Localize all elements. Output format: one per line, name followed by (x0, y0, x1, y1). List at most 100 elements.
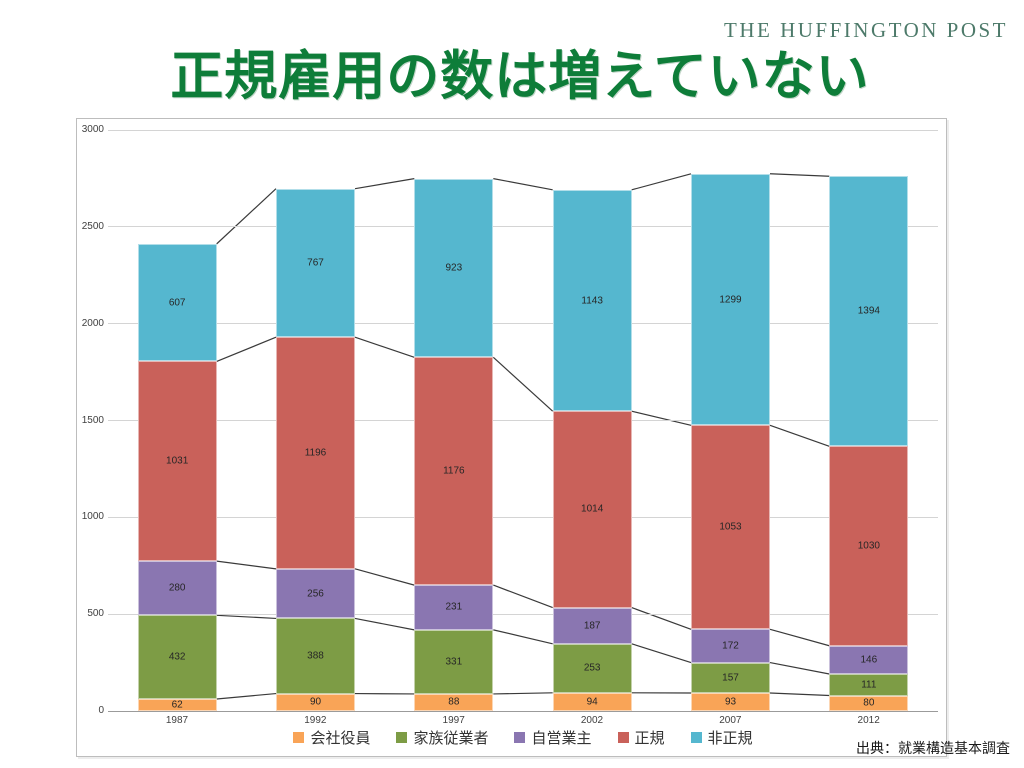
stacked-bar-2002: 94 253 187 1014 1143 (552, 130, 632, 711)
bar-segment-自営業主 (414, 585, 494, 630)
connector-line-家族従業者 (493, 629, 553, 645)
legend-label: 家族従業者 (413, 730, 489, 747)
segment-value-label: 1176 (443, 465, 465, 477)
y-tick-label: 1000 (81, 511, 104, 523)
bar-segment-会社役員 (414, 693, 494, 711)
y-tick-label: 2500 (81, 220, 104, 232)
segment-value-label: 90 (309, 696, 322, 708)
bar-segment-非正規 (137, 243, 217, 362)
bar-segment-自営業主 (691, 629, 770, 663)
gridline-2000 (108, 323, 938, 325)
bar-segment-正規 (276, 337, 355, 569)
y-tick-label: 0 (98, 705, 104, 716)
segment-value-label: 256 (307, 588, 324, 600)
legend-swatch-icon (690, 732, 702, 743)
stacked-bar-1987: 62 432 280 1031 607 (137, 130, 217, 711)
segment-value-label: 1014 (581, 503, 604, 515)
connector-line-非正規 (216, 188, 277, 245)
gridline-2500 (108, 226, 938, 228)
legend-label: 自営業主 (531, 730, 592, 747)
segment-value-label: 231 (445, 601, 463, 613)
x-tick-label-1992: 1992 (304, 715, 327, 726)
legend-swatch-icon (617, 732, 629, 743)
segment-value-label: 1394 (857, 305, 880, 317)
bar-segment-自営業主 (276, 568, 355, 619)
segment-value-label: 1299 (719, 294, 742, 306)
connector-line-家族従業者 (631, 643, 692, 664)
bar-segment-正規 (552, 411, 632, 608)
connector-line-非正規 (493, 178, 553, 191)
segment-value-label: 94 (586, 696, 598, 708)
segment-value-label: 1196 (304, 447, 327, 459)
x-tick-label-2007: 2007 (719, 715, 742, 726)
connector-line-会社役員 (493, 692, 553, 695)
bar-segment-自営業主 (552, 607, 632, 644)
segment-value-label: 1031 (166, 455, 189, 467)
bar-segment-非正規 (552, 189, 632, 412)
segment-value-label: 1030 (857, 540, 880, 552)
connector-line-非正規 (354, 178, 415, 190)
y-tick-label: 3000 (81, 124, 104, 135)
connector-line-家族従業者 (354, 617, 415, 631)
connector-line-自営業主 (493, 584, 553, 609)
slide-title: 正規雇用の数は増えていない (170, 47, 870, 106)
bar-segment-会社役員 (276, 693, 355, 711)
bar-segment-正規 (414, 357, 494, 586)
segment-value-label: 88 (448, 696, 460, 708)
legend-swatch-icon (514, 732, 526, 743)
bar-segment-非正規 (276, 188, 355, 338)
x-tick-label-1987: 1987 (165, 715, 189, 726)
bar-segment-正規 (137, 361, 217, 562)
gridline-500 (108, 613, 938, 615)
bar-segment-家族従業者 (552, 643, 632, 693)
bar-segment-会社役員 (829, 695, 909, 711)
segment-value-label: 111 (861, 679, 877, 691)
connector-line-自営業主 (769, 628, 830, 647)
connector-line-自営業主 (216, 560, 277, 570)
huffington-post-logo: THE HUFFINGTON POST (724, 18, 1008, 42)
bar-segment-正規 (829, 446, 909, 646)
segment-value-label: 331 (445, 656, 463, 668)
gridline-1000 (108, 516, 938, 518)
stacked-bar-1992: 90 388 256 1196 767 (276, 130, 355, 711)
segment-value-label: 607 (168, 297, 186, 309)
segment-value-label: 1143 (581, 295, 603, 307)
plot-area: 0 500 1000 1500 2000 2500 3000 62 432 280 1031 607 1… (82, 124, 938, 726)
segment-value-label: 253 (583, 662, 601, 674)
stacked-bar-2012: 80 111 146 1030 1394 (829, 130, 909, 711)
bar-segment-会社役員 (552, 692, 632, 711)
chart-frame: 0 500 1000 1500 2000 2500 3000 62 432 280 1031 607 1… (76, 118, 947, 757)
connector-line-家族従業者 (769, 661, 830, 675)
chart-legend: 会社役員 家族従業者 自営業主 正規 非正規 (108, 727, 938, 748)
bar-segment-家族従業者 (414, 629, 494, 694)
gridline-3000 (108, 129, 938, 131)
bar-segment-非正規 (414, 178, 494, 358)
segment-value-label: 767 (307, 257, 324, 269)
connector-line-非正規 (631, 173, 692, 191)
legend-item-非正規: 非正規 (690, 727, 753, 748)
stacked-bar-1997: 88 331 231 1176 923 (414, 130, 494, 711)
bar-segment-自営業主 (829, 645, 909, 675)
gridline-1500 (108, 420, 938, 421)
connector-line-家族従業者 (216, 614, 277, 620)
y-tick-label: 2000 (81, 317, 104, 329)
segment-value-label: 923 (445, 262, 463, 274)
segment-value-label: 93 (724, 696, 737, 708)
segment-value-label: 280 (168, 582, 186, 594)
segment-value-label: 80 (863, 697, 875, 709)
legend-label: 会社役員 (310, 730, 371, 747)
connector-line-非正規 (769, 173, 830, 177)
x-tick-label-2012: 2012 (857, 715, 880, 726)
connector-line-正規 (354, 336, 415, 358)
x-tick-label-1997: 1997 (442, 715, 465, 726)
y-tick-label: 500 (87, 608, 104, 620)
bar-segment-会社役員 (137, 699, 217, 711)
legend-swatch-icon (293, 732, 305, 743)
y-tick-label: 1500 (81, 414, 104, 426)
legend-item-正規: 正規 (617, 727, 665, 748)
bar-segment-非正規 (691, 173, 770, 426)
connector-line-正規 (216, 336, 277, 362)
connector-line-自営業主 (354, 568, 415, 586)
bar-segment-家族従業者 (137, 615, 217, 699)
